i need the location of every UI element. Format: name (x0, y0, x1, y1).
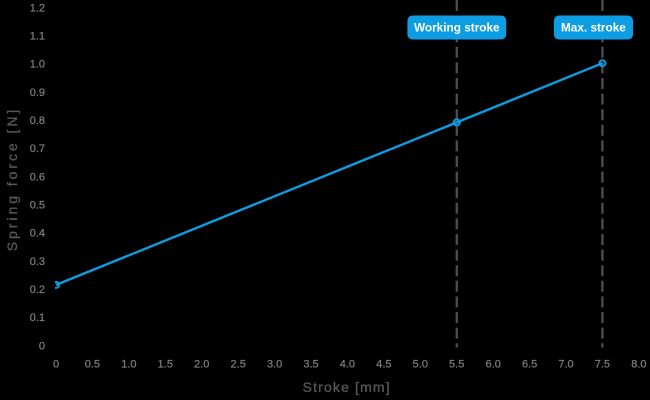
svg-text:0.1: 0.1 (30, 312, 45, 324)
svg-text:1.5: 1.5 (158, 358, 173, 370)
svg-text:0.9: 0.9 (30, 87, 45, 99)
svg-text:5.5: 5.5 (449, 358, 464, 370)
svg-text:6.0: 6.0 (486, 358, 501, 370)
svg-text:6.5: 6.5 (522, 358, 537, 370)
svg-text:8.0: 8.0 (631, 358, 646, 370)
svg-text:0.6: 0.6 (30, 171, 45, 183)
svg-text:1.0: 1.0 (121, 358, 136, 370)
svg-text:0.8: 0.8 (30, 115, 45, 127)
svg-text:1.0: 1.0 (30, 59, 45, 71)
svg-text:0.2: 0.2 (30, 284, 45, 296)
svg-text:3.0: 3.0 (267, 358, 282, 370)
svg-text:0: 0 (39, 340, 45, 352)
svg-text:4.5: 4.5 (376, 358, 391, 370)
svg-text:3.5: 3.5 (303, 358, 318, 370)
svg-text:0.7: 0.7 (30, 143, 45, 155)
svg-text:0.5: 0.5 (30, 200, 45, 212)
svg-text:0: 0 (53, 358, 59, 370)
svg-text:2.5: 2.5 (231, 358, 246, 370)
svg-text:1.2: 1.2 (30, 2, 45, 14)
svg-text:0.3: 0.3 (30, 256, 45, 268)
svg-text:Max. stroke: Max. stroke (561, 21, 626, 35)
svg-text:7.5: 7.5 (595, 358, 610, 370)
svg-text:2.0: 2.0 (194, 358, 209, 370)
svg-text:5.0: 5.0 (413, 358, 428, 370)
svg-text:1.1: 1.1 (30, 31, 45, 43)
svg-text:7.0: 7.0 (558, 358, 573, 370)
svg-text:0.5: 0.5 (85, 358, 100, 370)
svg-text:Spring force [N]: Spring force [N] (4, 107, 20, 251)
svg-text:4.0: 4.0 (340, 358, 355, 370)
svg-text:0.4: 0.4 (30, 228, 45, 240)
svg-text:Stroke [mm]: Stroke [mm] (303, 379, 391, 395)
svg-text:Working stroke: Working stroke (414, 21, 500, 35)
